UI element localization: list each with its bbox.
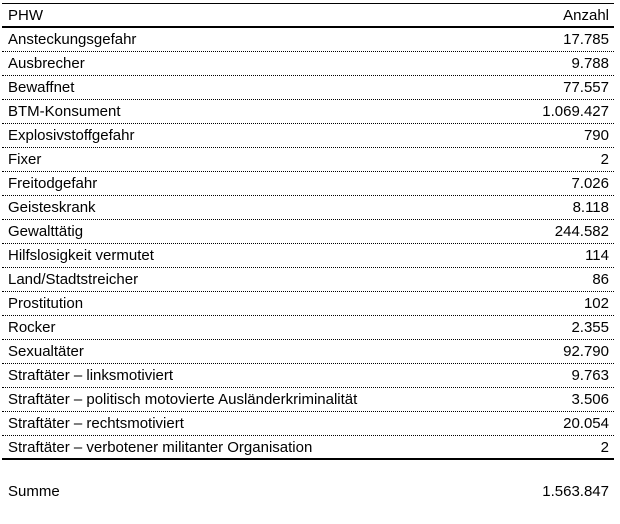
table-row: BTM-Konsument 1.069.427 [2,100,614,124]
table-row: Land/Stadtstreicher 86 [2,268,614,292]
row-label: Explosivstoffgefahr [8,127,135,144]
row-label: Straftäter – politisch motovierte Auslän… [8,391,358,408]
row-value: 7.026 [571,175,609,192]
row-value: 9.788 [571,55,609,72]
summary-value: 1.563.847 [542,482,609,500]
column-header-anzahl: Anzahl [563,6,609,24]
table-row: Bewaffnet 77.557 [2,76,614,100]
row-value: 92.790 [563,343,609,360]
table-row: Prostitution 102 [2,292,614,316]
row-value: 1.069.427 [542,103,609,120]
row-label: Hilfslosigkeit vermutet [8,247,154,264]
table-row: Ausbrecher 9.788 [2,52,614,76]
summary-row: Summe 1.563.847 [2,481,614,501]
row-label: Fixer [8,151,42,168]
row-label: Land/Stadtstreicher [8,271,139,288]
column-header-phw: PHW [8,6,43,24]
row-value: 20.054 [563,415,609,432]
row-value: 17.785 [563,31,609,48]
table-row: Straftäter – verbotener militanter Organ… [2,436,614,460]
row-value: 244.582 [554,223,609,240]
row-value: 3.506 [571,391,609,408]
table-row: Fixer 2 [2,148,614,172]
row-label: Straftäter – verbotener militanter Organ… [8,438,313,456]
row-label: Straftäter – linksmotiviert [8,367,174,384]
table-row: Gewalttätig 244.582 [2,220,614,244]
row-value: 8.118 [572,199,609,216]
row-label: Sexualtäter [8,343,84,360]
row-value: 2 [600,438,609,456]
table-row: Straftäter – politisch motovierte Auslän… [2,388,614,412]
row-value: 2.355 [571,319,609,336]
table-row: Explosivstoffgefahr 790 [2,124,614,148]
row-label: Rocker [8,319,56,336]
table-row: Straftäter – linksmotiviert 9.763 [2,364,614,388]
row-value: 86 [592,271,609,288]
row-value: 102 [583,295,609,312]
table-row: Sexualtäter 92.790 [2,340,614,364]
table-row: Straftäter – rechtsmotiviert 20.054 [2,412,614,436]
row-label: Gewalttätig [8,223,84,240]
summary-label: Summe [8,482,60,500]
row-label: BTM-Konsument [8,103,121,120]
row-value: 77.557 [563,79,609,96]
row-value: 9.763 [571,367,609,384]
table-row: Geisteskrank 8.118 [2,196,614,220]
row-label: Ansteckungsgefahr [8,31,137,48]
row-label: Straftäter – rechtsmotiviert [8,415,184,432]
phw-count-table: PHW Anzahl Ansteckungsgefahr 17.785 Ausb… [2,3,614,501]
table-row: Hilfslosigkeit vermutet 114 [2,244,614,268]
table-row: Ansteckungsgefahr 17.785 [2,28,614,52]
row-value: 790 [583,127,609,144]
table-header-row: PHW Anzahl [2,3,614,28]
row-value: 2 [600,151,609,168]
row-label: Geisteskrank [8,199,96,216]
row-label: Freitodgefahr [8,175,98,192]
row-label: Prostitution [8,295,84,312]
row-value: 114 [585,247,609,264]
table-row: Rocker 2.355 [2,316,614,340]
row-label: Ausbrecher [8,55,85,72]
table-row: Freitodgefahr 7.026 [2,172,614,196]
row-label: Bewaffnet [8,79,75,96]
